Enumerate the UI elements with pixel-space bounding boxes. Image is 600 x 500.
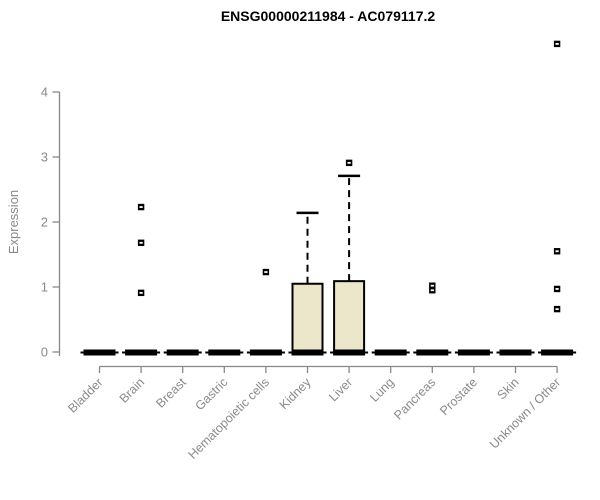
median-bar	[208, 349, 241, 356]
y-tick-label: 3	[41, 150, 48, 165]
box-body	[291, 282, 324, 353]
median-bar	[374, 349, 407, 356]
y-tick-label: 0	[41, 345, 48, 360]
outlier-point-center	[139, 291, 143, 294]
x-tick-label: Prostate	[437, 375, 480, 418]
x-tick-label: Unknown / Other	[487, 375, 563, 451]
median-bar	[166, 349, 199, 356]
y-tick-label: 1	[41, 280, 48, 295]
median-bar	[291, 349, 324, 356]
median-bar	[333, 349, 366, 356]
x-tick-label: Hematopoietic cells	[185, 375, 272, 462]
outlier-point-center	[264, 271, 268, 273]
x-tick-label: Pancreas	[391, 375, 438, 422]
median-bar	[83, 349, 116, 356]
median-bar	[249, 349, 282, 356]
chart-title: ENSG00000211984 - AC079117.2	[220, 8, 436, 24]
x-tick-label: Liver	[326, 375, 355, 404]
outlier-point-center	[555, 43, 559, 45]
x-tick-label: Brain	[117, 375, 148, 406]
outlier-point-center	[139, 241, 143, 244]
x-tick-label: Lung	[367, 375, 397, 405]
x-tick-label: Breast	[153, 375, 189, 411]
outlier-point-center	[555, 288, 559, 290]
x-tick-label: Kidney	[277, 375, 314, 412]
x-tick-label: Bladder	[65, 375, 105, 415]
outlier-point-center	[139, 206, 143, 208]
y-tick-label: 2	[41, 215, 48, 230]
x-tick-label: Skin	[495, 375, 522, 402]
x-tick-label: Gastric	[193, 375, 231, 413]
outlier-point-center	[555, 250, 559, 253]
median-bar	[125, 349, 158, 356]
median-bar	[457, 349, 490, 356]
median-bar	[499, 349, 532, 356]
outlier-point-center	[430, 284, 434, 287]
median-bar	[416, 349, 449, 356]
outlier-point-center	[555, 308, 559, 310]
outlier-point-center	[430, 289, 434, 292]
median-bar	[541, 349, 574, 356]
y-tick-label: 4	[41, 85, 48, 100]
outlier-point-center	[347, 161, 351, 164]
box-body	[333, 280, 366, 353]
